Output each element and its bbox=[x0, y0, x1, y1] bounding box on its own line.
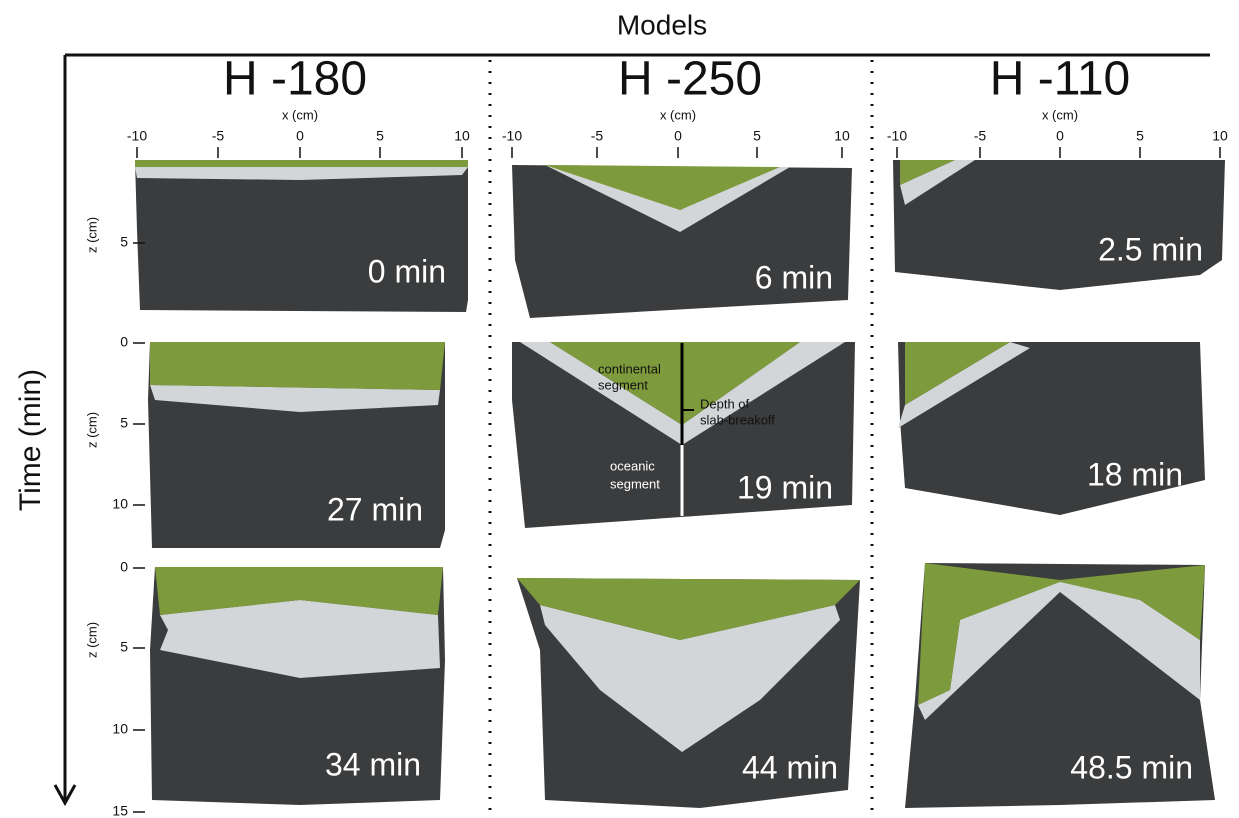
continental-layer bbox=[545, 165, 780, 210]
slab-layer bbox=[898, 342, 1030, 428]
continental-layer bbox=[155, 567, 443, 615]
oceanic-label: oceanic bbox=[610, 458, 655, 473]
z-tick-label: 0 bbox=[120, 334, 128, 350]
x-tick-label: -5 bbox=[591, 128, 604, 144]
time-label: 27 min bbox=[327, 491, 423, 527]
slab-layer bbox=[900, 160, 975, 205]
continental-layer bbox=[517, 578, 860, 640]
model-photo bbox=[905, 563, 1215, 808]
time-label: 34 min bbox=[325, 746, 421, 782]
x-tick-label: 0 bbox=[674, 128, 682, 144]
z-tick-label: 0 bbox=[120, 559, 128, 575]
model-photo bbox=[135, 160, 468, 312]
slab-layer bbox=[520, 342, 845, 445]
z-axis-label: z (cm) bbox=[84, 622, 99, 658]
z-tick-label: 5 bbox=[120, 639, 128, 655]
breakoff-label: Depth of bbox=[700, 396, 750, 411]
z-axis-label: z (cm) bbox=[84, 217, 99, 253]
z-tick-label: 10 bbox=[112, 496, 128, 512]
continental-label: continental bbox=[598, 361, 661, 376]
time-label: 2.5 min bbox=[1098, 231, 1203, 267]
header-title: Models bbox=[617, 9, 707, 40]
continental-layer bbox=[550, 342, 800, 425]
column-title: H -250 bbox=[618, 53, 762, 106]
model-photo bbox=[148, 342, 445, 548]
mantle bbox=[893, 160, 1225, 290]
model-photo bbox=[898, 342, 1205, 515]
x-axis-label: x (cm) bbox=[1042, 107, 1078, 122]
z-axis-label: z (cm) bbox=[84, 412, 99, 448]
slab-layer bbox=[135, 167, 468, 180]
x-tick-label: 5 bbox=[1136, 128, 1144, 144]
z-tick-label: 5 bbox=[120, 415, 128, 431]
slab-layer bbox=[150, 385, 440, 412]
x-tick-label: -5 bbox=[974, 128, 987, 144]
time-label: 48.5 min bbox=[1070, 749, 1193, 785]
x-tick-label: -10 bbox=[127, 128, 147, 144]
mantle bbox=[135, 160, 468, 312]
mantle bbox=[898, 342, 1205, 515]
model-photo bbox=[150, 567, 445, 805]
x-tick-label: 10 bbox=[454, 128, 470, 144]
mantle bbox=[512, 165, 852, 318]
time-label: 6 min bbox=[755, 259, 833, 295]
x-tick-label: -5 bbox=[212, 128, 225, 144]
slab-layer bbox=[540, 605, 840, 752]
x-tick-label: 5 bbox=[753, 128, 761, 144]
z-tick-label: 5 bbox=[120, 234, 128, 250]
x-axis-label: x (cm) bbox=[282, 107, 318, 122]
slab-layer bbox=[918, 580, 1200, 720]
model-photo bbox=[512, 165, 852, 318]
oceanic-label: segment bbox=[610, 476, 660, 491]
x-tick-label: 0 bbox=[1056, 128, 1064, 144]
time-arrow-head bbox=[53, 784, 77, 807]
breakoff-label: slab-breakoff bbox=[700, 412, 775, 427]
column-title: H -110 bbox=[990, 53, 1131, 106]
time-axis-label: Time (min) bbox=[14, 369, 47, 511]
x-tick-label: 10 bbox=[1212, 128, 1228, 144]
time-label: 19 min bbox=[737, 469, 833, 505]
time-label: 0 min bbox=[368, 253, 446, 289]
continental-layer bbox=[900, 160, 955, 185]
continental-label: segment bbox=[598, 377, 648, 392]
z-tick-label: 10 bbox=[112, 721, 128, 737]
time-label: 18 min bbox=[1087, 456, 1183, 492]
time-label: 44 min bbox=[742, 749, 838, 785]
continental-layer bbox=[150, 342, 445, 390]
z-tick-label: 15 bbox=[112, 803, 128, 818]
x-tick-label: 5 bbox=[376, 128, 384, 144]
x-axis-label: x (cm) bbox=[660, 107, 696, 122]
continental-layer bbox=[918, 563, 1205, 705]
column-title: H -180 bbox=[223, 53, 367, 106]
continental-layer bbox=[135, 160, 468, 167]
x-tick-label: 0 bbox=[296, 128, 304, 144]
continental-layer bbox=[905, 342, 1010, 405]
x-tick-label: -10 bbox=[502, 128, 522, 144]
model-photo bbox=[517, 578, 860, 808]
x-tick-label: 10 bbox=[834, 128, 850, 144]
x-tick-label: -10 bbox=[887, 128, 907, 144]
slab-layer bbox=[160, 600, 440, 678]
model-photo bbox=[893, 160, 1225, 290]
